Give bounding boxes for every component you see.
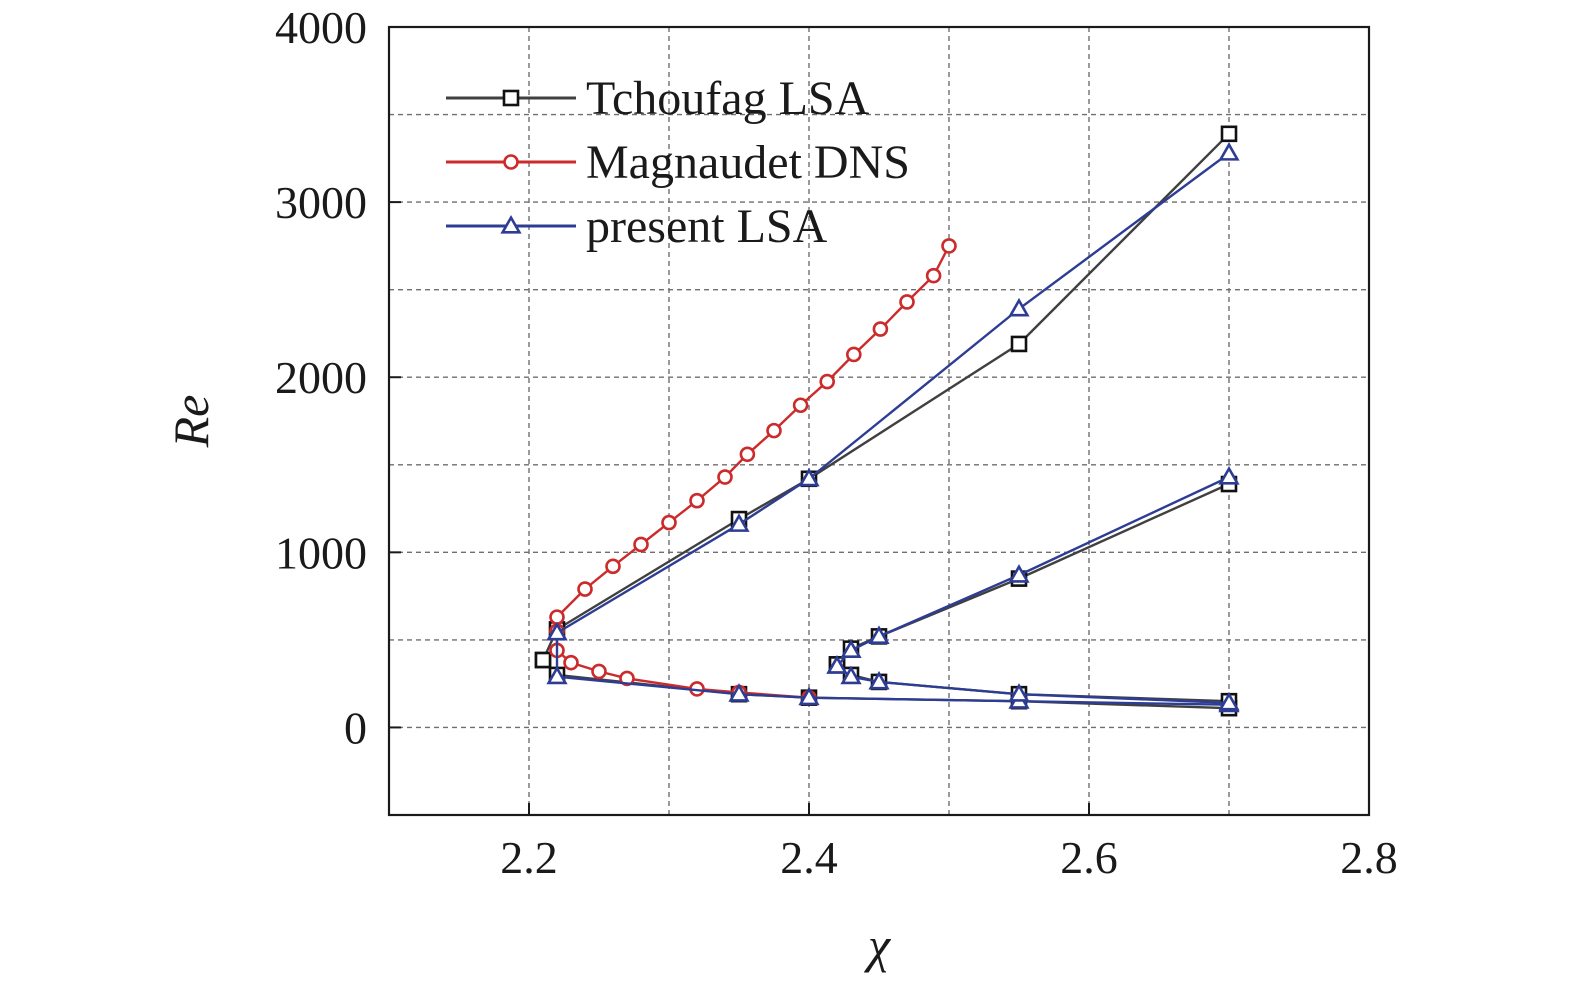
circle-marker — [792, 397, 809, 414]
square-marker — [502, 89, 520, 107]
x-tick-label: 2.6 — [1060, 832, 1118, 883]
y-tick-label: 4000 — [275, 2, 367, 53]
legend-label: present LSA — [586, 200, 828, 253]
square-marker — [1220, 125, 1238, 143]
circle-marker — [941, 238, 957, 254]
circle-marker — [591, 663, 607, 680]
triangle-marker — [546, 665, 568, 685]
triangle-marker — [868, 625, 890, 644]
circle-marker — [766, 422, 782, 439]
legend-label: Tchoufag LSA — [586, 72, 870, 125]
triangle-marker — [1218, 691, 1240, 711]
triangle-marker — [826, 655, 848, 674]
x-tick-label: 2.4 — [780, 832, 838, 883]
series-layer — [534, 125, 1240, 717]
circle-marker — [739, 446, 756, 463]
legend-item: Magnaudet DNS — [446, 136, 910, 189]
triangle-marker — [1218, 142, 1240, 161]
y-tick-label: 0 — [344, 702, 367, 753]
circle-marker — [845, 346, 862, 363]
triangle-marker — [1008, 297, 1030, 317]
triangle-marker — [1008, 683, 1030, 702]
legend: Tchoufag LSA Magnaudet DNS present LSA — [446, 72, 910, 253]
y-tick-label: 3000 — [275, 177, 367, 228]
triangle-marker — [1218, 466, 1240, 485]
y-tick-label: 1000 — [275, 527, 367, 578]
legend-item: Tchoufag LSA — [446, 72, 870, 125]
circle-marker — [925, 267, 942, 284]
triangle-marker — [868, 670, 890, 690]
x-tick-label: 2.2 — [500, 832, 558, 883]
plot-frame — [387, 25, 1371, 817]
x-tick-label: 2.8 — [1340, 832, 1398, 883]
axis-ticks: 2.2 2.4 2.6 2.8 0 1000 2000 3000 4000 — [275, 2, 1398, 883]
circle-marker — [619, 670, 635, 687]
y-axis-label: Re — [163, 395, 219, 449]
circle-marker — [899, 294, 915, 310]
triangle-marker — [546, 621, 568, 641]
triangle-marker — [728, 513, 750, 532]
circle-marker — [689, 492, 705, 509]
circle-marker — [577, 581, 593, 597]
triangle-marker — [798, 686, 820, 706]
series-line — [555, 632, 1230, 706]
series-circle — [549, 238, 957, 706]
legend-label: Magnaudet DNS — [586, 136, 910, 189]
circle-marker — [563, 654, 579, 671]
legend-item: present LSA — [446, 200, 828, 253]
circle-marker — [633, 536, 649, 553]
circle-marker — [503, 154, 519, 170]
circle-marker — [605, 558, 621, 575]
triangle-marker — [728, 683, 750, 702]
x-axis-label: χ — [864, 917, 892, 973]
circle-marker — [872, 321, 889, 337]
triangle-marker — [840, 639, 862, 658]
series-line — [836, 482, 1230, 666]
series-triangle — [546, 142, 1240, 713]
circle-marker — [549, 609, 565, 625]
square-marker — [534, 651, 552, 669]
triangle-marker — [798, 467, 820, 487]
triangle-marker — [1008, 564, 1030, 583]
square-marker — [1010, 335, 1028, 353]
triangle-marker — [500, 214, 522, 234]
triangle-marker — [840, 665, 862, 685]
series-line — [836, 665, 1230, 705]
circle-marker — [717, 469, 733, 485]
y-tick-label: 2000 — [275, 352, 367, 403]
circle-marker — [661, 514, 677, 531]
circle-marker — [819, 373, 836, 390]
